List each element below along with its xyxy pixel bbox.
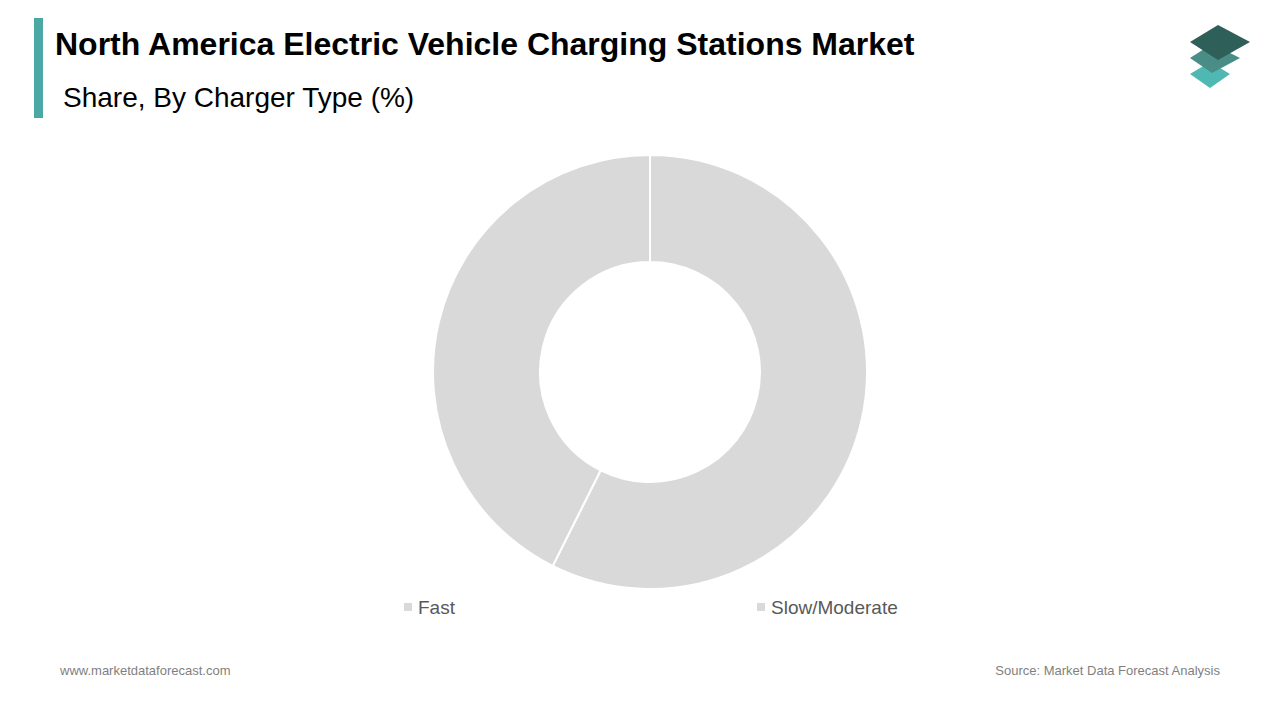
logo (1190, 25, 1250, 88)
source: Source: Market Data Forecast Analysis (995, 663, 1220, 678)
logo-layer (1190, 25, 1250, 60)
legend-label: Slow/Moderate (771, 597, 898, 618)
website: www.marketdataforecast.com (59, 663, 231, 678)
legend-label: Fast (418, 597, 456, 618)
title: North America Electric Vehicle Charging … (55, 26, 915, 62)
slice (433, 155, 650, 566)
donut (433, 155, 867, 589)
background (0, 0, 1280, 720)
legend-marker (404, 603, 412, 611)
title-accent (34, 18, 43, 118)
legend-marker (757, 603, 765, 611)
subtitle: Share, By Charger Type (%) (63, 82, 414, 113)
legend: Fast Slow/Moderate (404, 597, 898, 618)
chart: North America Electric Vehicle Charging … (0, 0, 1280, 720)
